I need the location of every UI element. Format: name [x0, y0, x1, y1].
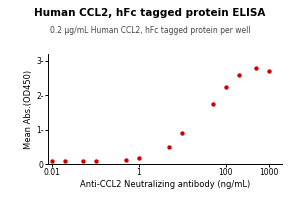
Point	[236, 73, 241, 76]
Point	[254, 67, 258, 70]
Point	[267, 69, 272, 72]
Y-axis label: Mean Abs.(OD450): Mean Abs.(OD450)	[24, 69, 33, 149]
Text: 0.2 μg/mL Human CCL2, hFc tagged protein per well: 0.2 μg/mL Human CCL2, hFc tagged protein…	[50, 26, 250, 35]
Point	[167, 145, 172, 148]
Point	[93, 159, 98, 162]
Point	[80, 159, 85, 163]
Point	[136, 156, 141, 159]
Point	[63, 160, 68, 163]
Point	[124, 158, 128, 161]
Point	[223, 85, 228, 88]
Text: Human CCL2, hFc tagged protein ELISA: Human CCL2, hFc tagged protein ELISA	[34, 8, 266, 18]
Point	[180, 131, 185, 135]
Point	[50, 160, 55, 163]
X-axis label: Anti-CCL2 Neutralizing antibody (ng/mL): Anti-CCL2 Neutralizing antibody (ng/mL)	[80, 180, 250, 189]
Point	[210, 102, 215, 105]
